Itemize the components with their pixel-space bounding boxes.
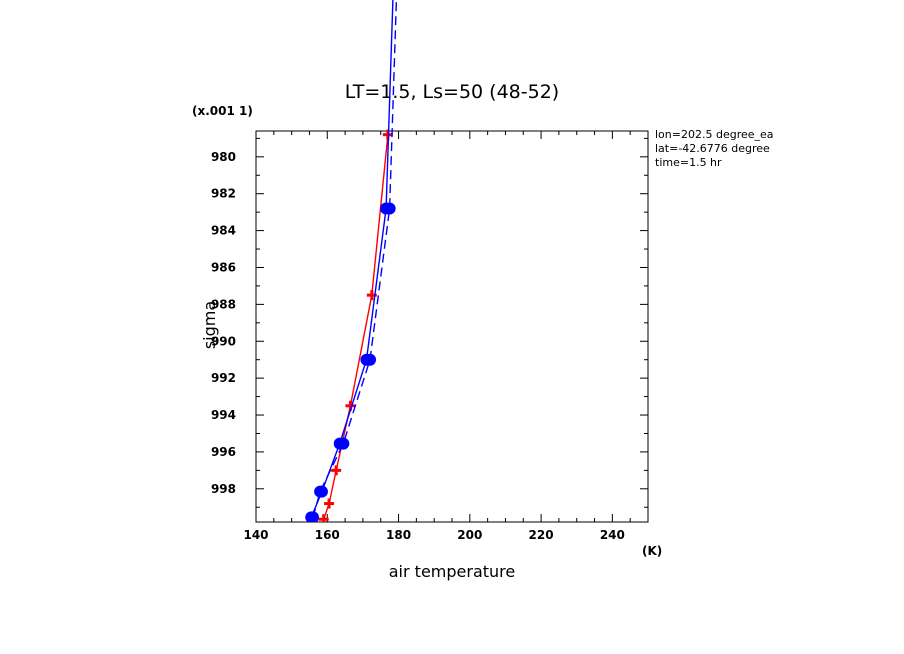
y-tick-label: 998 <box>211 482 236 496</box>
series-0-point <box>331 465 342 476</box>
y-tick-label: 996 <box>211 445 236 459</box>
x-tick-label: 160 <box>315 528 340 542</box>
series-layer <box>305 0 398 522</box>
series-2-point <box>383 202 396 215</box>
y-tick-label: 992 <box>211 371 236 385</box>
x-unit-label: (K) <box>642 544 662 558</box>
y-tick-label: 982 <box>211 187 236 201</box>
y-tick-label: 990 <box>211 334 236 348</box>
plot-frame <box>255 130 649 523</box>
y-tick-label: 980 <box>211 150 236 164</box>
series-2-point <box>364 353 377 366</box>
info-mask <box>780 125 904 175</box>
y-tick-label: 988 <box>211 297 236 311</box>
info-time: time=1.5 hr <box>655 156 722 169</box>
info-lon: lon=202.5 degree_ea <box>655 128 774 141</box>
series-2-point <box>337 437 350 450</box>
x-tick-label: 200 <box>457 528 482 542</box>
y-scale-note: (x.001 1) <box>192 104 253 118</box>
series-0-point <box>324 498 335 509</box>
x-tick-label: 140 <box>243 528 268 542</box>
x-axis-title: air temperature <box>389 562 515 581</box>
series-line-1 <box>310 0 394 518</box>
y-tick-label: 984 <box>211 224 236 238</box>
series-2-point <box>307 511 320 522</box>
series-line-2 <box>312 0 398 518</box>
y-tick-label: 994 <box>211 408 236 422</box>
y-tick-label: 986 <box>211 260 236 274</box>
info-lat: lat=-42.6776 degree <box>655 142 770 155</box>
x-tick-label: 220 <box>529 528 554 542</box>
series-2-point <box>314 485 327 498</box>
x-tick-label: 240 <box>600 528 625 542</box>
axis-ticks: 140 160 180 200 220 240 980 982 984 986 988 990 992 9… <box>211 131 648 542</box>
chart-title: LT=1.5, Ls=50 (48-52) <box>345 81 559 103</box>
series-0-point <box>318 514 329 522</box>
y-axis-title: sigma <box>200 301 219 349</box>
x-tick-label: 180 <box>386 528 411 542</box>
